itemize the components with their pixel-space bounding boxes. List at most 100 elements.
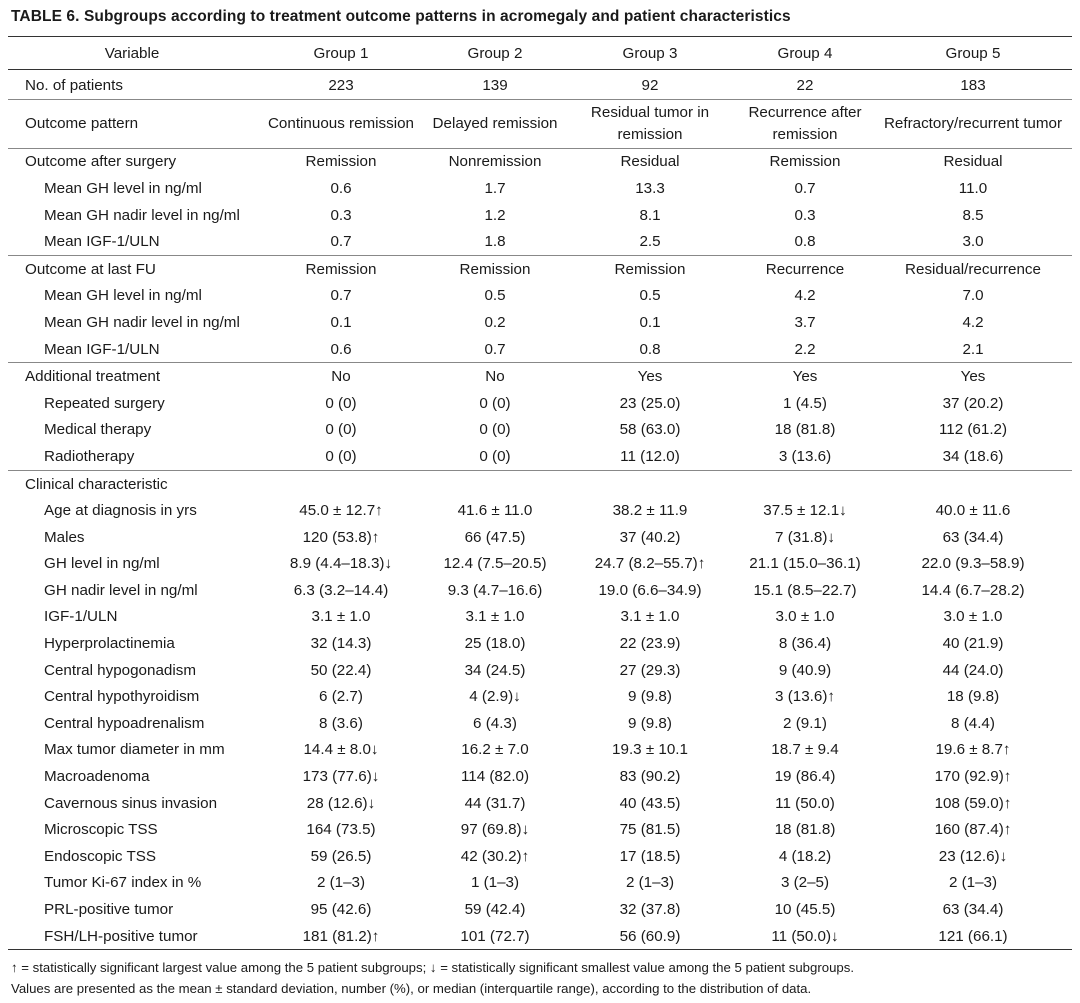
table-cell: 4.2 <box>794 287 816 305</box>
row-label: Tumor Ki-67 index in % <box>44 874 202 892</box>
table-body: No. of patients 223 139 92 22 183 Outcome patt… <box>8 70 1072 951</box>
row-label: Outcome at last FU <box>8 254 256 283</box>
table-cell: 3.0 ± 1.0 <box>775 608 835 626</box>
table-cell: 2 (1–3) <box>625 874 675 892</box>
row-label: GH nadir level in ng/ml <box>44 581 198 599</box>
table-cell: 40 (21.9) <box>942 635 1004 653</box>
table-cell: 0.7 <box>794 179 816 197</box>
column-header: Group 2 <box>426 36 564 70</box>
table-cell: 139 <box>482 76 508 94</box>
row-label: Hyperprolactinemia <box>44 635 175 653</box>
table-cell: 13.3 <box>635 179 665 197</box>
table-cell: 9 (9.8) <box>628 714 672 732</box>
table-cell: 44 (24.0) <box>942 661 1004 679</box>
table-cell: 3.7 <box>794 313 816 331</box>
table-cell: 0 (0) <box>479 394 511 412</box>
table-cell: 41.6 ± 11.0 <box>457 502 533 520</box>
table-cell: Remission <box>736 147 874 176</box>
row-label: IGF-1/ULN <box>44 608 118 626</box>
column-header: Group 1 <box>256 36 426 70</box>
table-cell: 32 (14.3) <box>310 635 372 653</box>
table-cell: 14.4 ± 8.0↓ <box>303 741 379 759</box>
table-row: GH nadir level in ng/ml 6.3 (3.2–14.4) 9.3… <box>8 577 1072 604</box>
table-cell: 11 (50.0) <box>775 794 835 812</box>
table-row: Hyperprolactinemia 32 (14.3) 25 (18.0) 22 (… <box>8 630 1072 657</box>
table-cell: 3 (2–5) <box>780 874 830 892</box>
table-cell: 50 (22.4) <box>310 661 372 679</box>
table-cell: 59 (26.5) <box>310 847 372 865</box>
table-row: Mean GH nadir level in ng/ml 0.3 1.2 8.1 0.3… <box>8 202 1072 229</box>
table-cell: 0.1 <box>639 313 661 331</box>
table-row: Mean GH nadir level in ng/ml 0.1 0.2 0.1 3.7… <box>8 309 1072 336</box>
row-label: Mean IGF-1/ULN <box>44 340 160 358</box>
table-row: Age at diagnosis in yrs 45.0 ± 12.7↑ 41.6 … <box>8 497 1072 524</box>
table-cell: 6 (2.7) <box>319 688 363 706</box>
table-cell: 4 (18.2) <box>778 847 832 865</box>
table-cell: Residual tumor in remission <box>564 98 736 149</box>
results-table: Variable Group 1 Group 2 Group 3 Group 4… <box>8 36 1072 951</box>
table-cell: 59 (42.4) <box>464 901 526 919</box>
table-cell: 3 (13.6)↑ <box>775 688 835 706</box>
table-cell: 0 (0) <box>479 447 511 465</box>
table-cell: 25 (18.0) <box>464 635 526 653</box>
table-cell: Recurrence after remission <box>736 98 874 149</box>
table-cell: Continuous remission <box>256 98 426 149</box>
table-cell: 0.5 <box>484 287 506 305</box>
table-cell: 18 (9.8) <box>946 688 1000 706</box>
table-cell: 28 (12.6)↓ <box>306 794 376 812</box>
table-cell: 1.7 <box>484 179 506 197</box>
table-cell: 34 (18.6) <box>942 447 1004 465</box>
table-cell: 0.7 <box>330 287 352 305</box>
column-header: Group 5 <box>874 36 1072 70</box>
table-cell: 9 (40.9) <box>778 661 832 679</box>
table-cell: 1.2 <box>484 206 506 224</box>
table-cell: Delayed remission <box>426 98 564 149</box>
table-cell: 19.3 ± 10.1 <box>612 741 688 759</box>
row-label: Microscopic TSS <box>44 821 158 839</box>
table-cell: 14.4 (6.7–28.2) <box>921 581 1025 599</box>
table-row: Macroadenoma 173 (77.6)↓ 114 (82.0) 83 (90.… <box>8 763 1072 790</box>
table-cell: 2 (1–3) <box>316 874 366 892</box>
table-row: Cavernous sinus invasion 28 (12.6)↓ 44 (31… <box>8 790 1072 817</box>
table-cell: Residual <box>564 147 736 176</box>
table-cell: 4 (2.9)↓ <box>469 688 521 706</box>
row-label: Endoscopic TSS <box>44 847 157 865</box>
table-cell: 38.2 ± 11.9 <box>612 502 688 520</box>
row-label: Central hypogonadism <box>44 661 196 679</box>
table-cell: 11 (12.0) <box>620 447 680 465</box>
table-cell: Yes <box>874 362 1072 390</box>
table-cell: 4.2 <box>962 313 984 331</box>
table-cell: Remission <box>564 254 736 283</box>
table-cell: 56 (60.9) <box>564 922 736 951</box>
table-row: Outcome pattern Continuous remission Delay… <box>8 98 1072 149</box>
table-cell: 32 (37.8) <box>619 901 681 919</box>
table-cell: 8 (36.4) <box>778 635 832 653</box>
table-cell: 0 (0) <box>325 394 357 412</box>
table-cell: No <box>426 362 564 390</box>
table-row: Mean GH level in ng/ml 0.7 0.5 0.5 4.2 7.0 <box>8 283 1072 310</box>
row-label: No. of patients <box>25 76 123 94</box>
table-cell: 8 (3.6) <box>319 714 363 732</box>
table-row: FSH/LH-positive tumor 181 (81.2)↑ 101 (72.… <box>8 922 1072 951</box>
row-label: Radiotherapy <box>44 447 135 465</box>
table-cell: 11 (50.0)↓ <box>736 922 874 951</box>
row-label: Macroadenoma <box>44 768 150 786</box>
table-row: Central hypothyroidism 6 (2.7) 4 (2.9)↓ 9 (… <box>8 683 1072 710</box>
row-label: Max tumor diameter in mm <box>44 741 225 759</box>
table-cell: 0 (0) <box>325 421 357 439</box>
table-cell: 2.2 <box>794 340 816 358</box>
table-cell: Residual/recurrence <box>874 254 1072 283</box>
table-row: Outcome at last FU Remission Remission Remi… <box>8 254 1072 283</box>
table-row: Central hypoadrenalism 8 (3.6) 6 (4.3) 9 (9… <box>8 710 1072 737</box>
table-cell: 8 (4.4) <box>951 714 995 732</box>
table-cell: 3.1 ± 1.0 <box>465 608 525 626</box>
table-row: Medical therapy 0 (0) 0 (0) 58 (63.0) 18 (81… <box>8 417 1072 444</box>
table-cell: 22.0 (9.3–58.9) <box>921 555 1025 573</box>
table-cell: 2.5 <box>639 233 661 251</box>
footnote: ↑ = statistically significant largest va… <box>11 960 854 975</box>
table-row: IGF-1/ULN 3.1 ± 1.0 3.1 ± 1.0 3.1 ± 1.0 3.0 … <box>8 604 1072 631</box>
table-cell: 37 (40.2) <box>619 528 681 546</box>
table-cell: 0.7 <box>330 233 352 251</box>
table-cell: 19 (86.4) <box>774 768 836 786</box>
